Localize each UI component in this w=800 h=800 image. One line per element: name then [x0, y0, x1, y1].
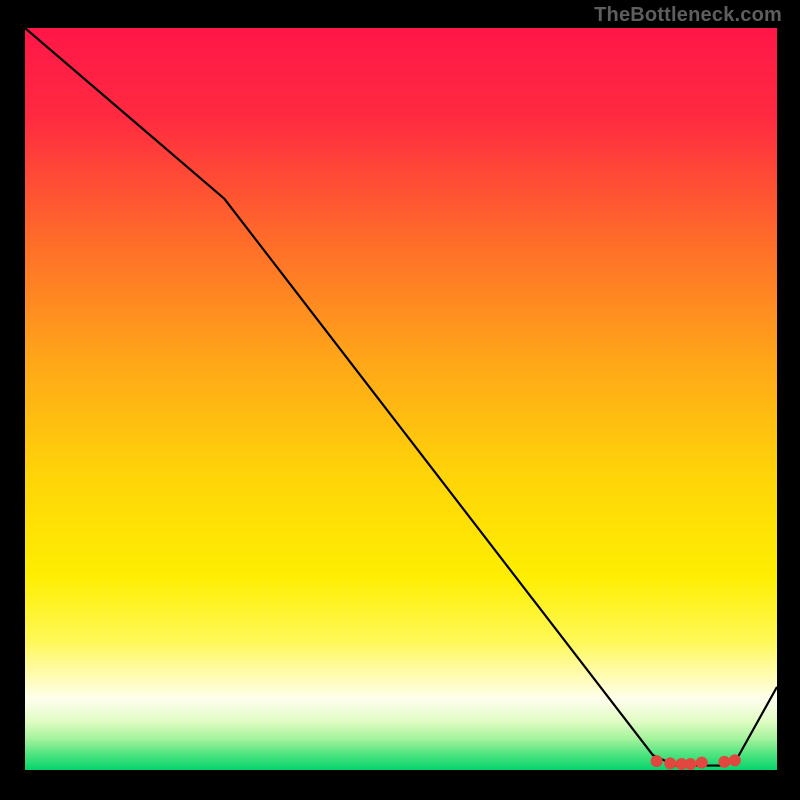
- marker-dot: [696, 757, 707, 768]
- marker-dot: [719, 756, 730, 767]
- line-layer: [25, 28, 777, 770]
- series-line: [25, 28, 777, 766]
- bottleneck-chart: TheBottleneck.com: [0, 0, 800, 800]
- marker-dot: [685, 759, 696, 770]
- plot-area: [25, 28, 777, 770]
- marker-dot: [665, 758, 676, 769]
- watermark-text: TheBottleneck.com: [594, 4, 782, 27]
- marker-dot: [651, 756, 662, 767]
- marker-dot: [729, 755, 740, 766]
